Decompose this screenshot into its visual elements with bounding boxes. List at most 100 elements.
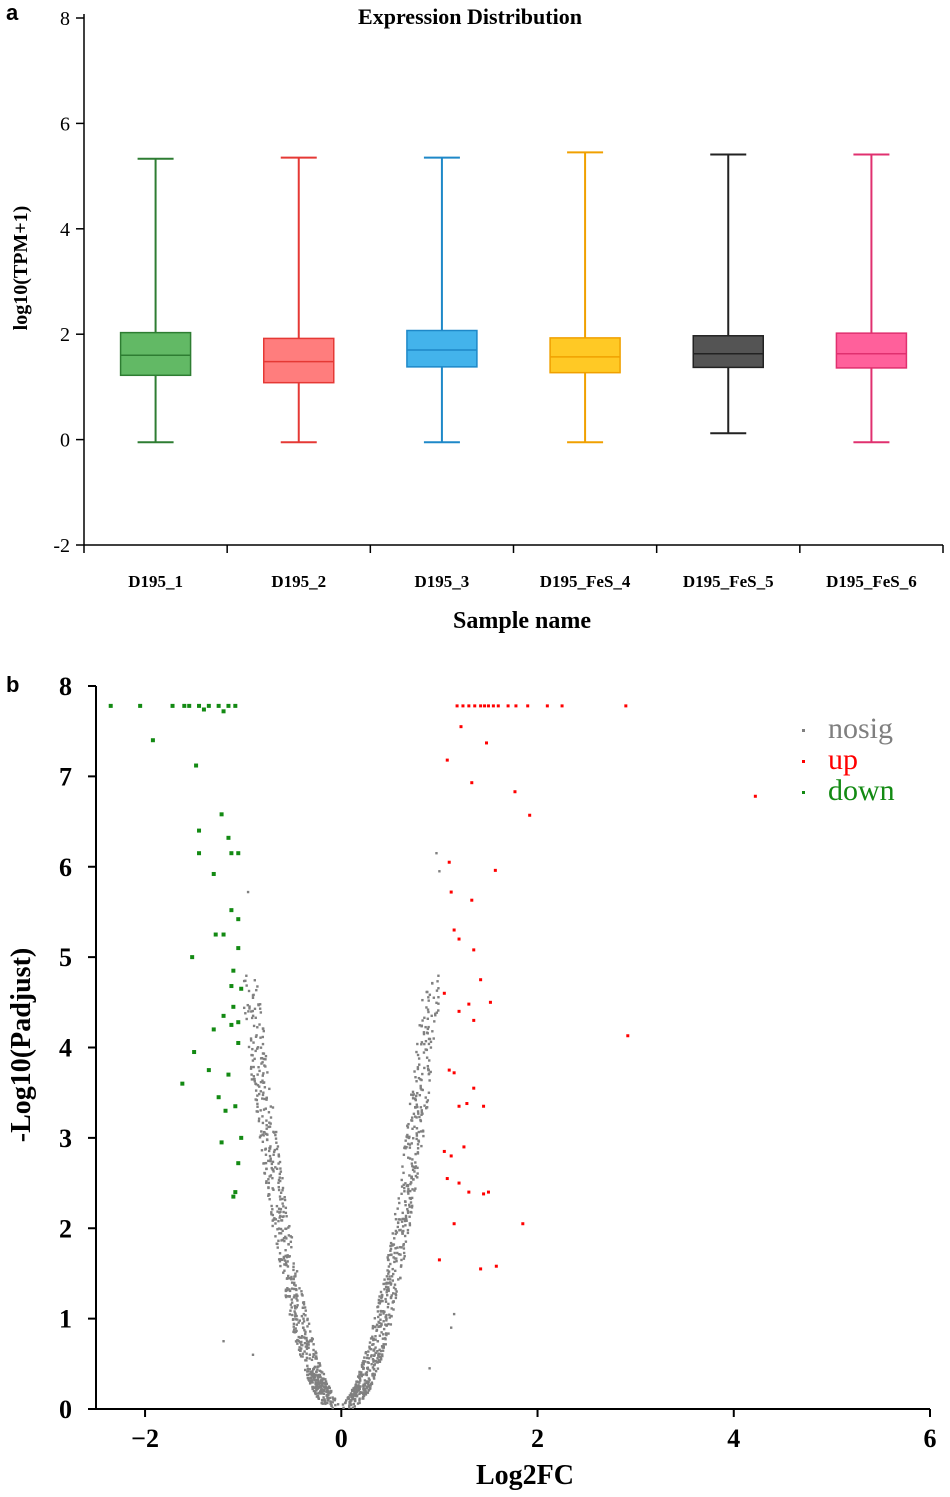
volcano-point-nosig — [259, 1011, 263, 1014]
volcano-point-nosig — [283, 1198, 287, 1202]
volcano-point-nosig — [287, 1243, 290, 1246]
volcano-point-nosig — [327, 1385, 331, 1388]
volcano-point-nosig — [249, 1037, 253, 1040]
volcano-point-nosig — [292, 1330, 295, 1333]
volcano-point-nosig — [272, 1150, 276, 1154]
volcano-point-nosig — [384, 1297, 387, 1301]
volcano-point-nosig — [263, 1171, 266, 1175]
volcano-point-nosig — [256, 985, 259, 988]
volcano-point-nosig — [326, 1399, 330, 1402]
volcano-point-nosig — [399, 1276, 402, 1280]
volcano-point-up — [514, 704, 518, 708]
volcano-point-nosig — [394, 1292, 397, 1296]
volcano-point-nosig — [271, 1106, 275, 1109]
volcano-point-nosig — [384, 1300, 388, 1303]
volcano-point-nosig — [420, 1110, 423, 1114]
volcano-point-down — [226, 703, 231, 708]
volcano-point-nosig — [321, 1381, 324, 1385]
volcano-point-nosig — [421, 1088, 424, 1092]
volcano-point-up — [452, 1222, 456, 1226]
volcano-point-nosig — [429, 1046, 433, 1049]
volcano-point-nosig — [426, 990, 429, 994]
volcano-point-nosig — [420, 1088, 423, 1091]
volcano-point-nosig — [400, 1246, 403, 1249]
volcano-point-nosig — [259, 1036, 262, 1039]
volcano-y-tick-label: 1 — [59, 1305, 72, 1334]
volcano-point-nosig — [308, 1353, 312, 1356]
volcano-point-nosig — [261, 1079, 264, 1082]
volcano-point-nosig — [424, 1048, 427, 1051]
volcano-point-nosig — [281, 1229, 284, 1232]
volcano-point-nosig — [388, 1278, 392, 1281]
volcano-point-nosig — [268, 1198, 271, 1201]
volcano-point-nosig — [359, 1371, 363, 1374]
volcano-point-nosig — [399, 1218, 402, 1221]
volcano-point-nosig — [306, 1325, 309, 1328]
volcano-point-nosig — [251, 1353, 255, 1356]
volcano-point-nosig — [324, 1378, 327, 1381]
volcano-point-nosig — [271, 1213, 275, 1217]
volcano-point-nosig — [376, 1349, 379, 1353]
volcano-point-nosig — [329, 1402, 332, 1406]
volcano-point-nosig — [290, 1301, 294, 1304]
volcano-point-nosig — [423, 1016, 426, 1020]
volcano-point-nosig — [427, 1042, 431, 1046]
volcano-point-nosig — [303, 1350, 306, 1353]
volcano-point-nosig — [315, 1381, 319, 1384]
volcano-point-nosig — [351, 1389, 354, 1393]
volcano-point-nosig — [303, 1329, 306, 1332]
volcano-point-nosig — [307, 1340, 310, 1344]
volcano-point-nosig — [393, 1237, 396, 1240]
volcano-point-nosig — [430, 1014, 433, 1018]
volcano-point-nosig — [277, 1155, 281, 1158]
volcano-point-nosig — [429, 1040, 433, 1044]
volcano-point-up — [447, 860, 451, 864]
volcano-y-tick-label: 3 — [59, 1124, 72, 1153]
volcano-point-nosig — [408, 1135, 411, 1139]
volcano-point-nosig — [371, 1357, 375, 1361]
volcano-point-nosig — [408, 1196, 412, 1200]
volcano-point-nosig — [359, 1385, 362, 1388]
volcano-point-up — [445, 1177, 449, 1181]
volcano-point-nosig — [407, 1156, 410, 1159]
volcano-point-nosig — [294, 1340, 298, 1343]
volcano-point-nosig — [386, 1305, 390, 1309]
volcano-point-nosig — [295, 1318, 299, 1321]
volcano-point-nosig — [322, 1396, 325, 1399]
volcano-point-nosig — [279, 1258, 283, 1261]
volcano-point-nosig — [357, 1384, 360, 1387]
volcano-point-nosig — [290, 1275, 293, 1279]
volcano-point-nosig — [285, 1237, 288, 1240]
volcano-point-nosig — [312, 1389, 316, 1393]
volcano-point-nosig — [326, 1401, 329, 1405]
volcano-point-nosig — [303, 1368, 307, 1372]
volcano-point-nosig — [269, 1122, 272, 1125]
volcano-point-nosig — [417, 1112, 420, 1115]
volcano-point-nosig — [318, 1383, 321, 1386]
volcano-point-nosig — [305, 1345, 309, 1348]
volcano-point-nosig — [414, 1165, 418, 1168]
volcano-point-down — [197, 828, 202, 833]
volcano-point-nosig — [281, 1186, 285, 1190]
volcano-point-nosig — [389, 1323, 393, 1326]
boxplot-x-tick-label: D195_3 — [415, 572, 470, 591]
volcano-point-nosig — [278, 1172, 282, 1176]
volcano-point-nosig — [416, 1147, 420, 1150]
volcano-point-nosig — [316, 1392, 319, 1395]
volcano-point-nosig — [272, 1153, 275, 1156]
volcano-point-up — [455, 704, 459, 708]
volcano-point-nosig — [358, 1376, 361, 1379]
volcano-point-nosig — [265, 1127, 268, 1130]
volcano-x-tick-label: 6 — [924, 1424, 937, 1453]
volcano-point-nosig — [427, 1010, 430, 1014]
volcano-point-nosig — [265, 1181, 268, 1185]
volcano-point-nosig — [284, 1254, 287, 1258]
volcano-point-nosig — [371, 1372, 374, 1376]
volcano-point-up — [506, 704, 510, 708]
boxplot-title: Expression Distribution — [358, 4, 582, 29]
volcano-point-nosig — [390, 1307, 393, 1310]
volcano-point-nosig — [426, 1064, 430, 1068]
volcano-point-nosig — [322, 1392, 326, 1395]
volcano-point-nosig — [420, 1078, 423, 1082]
volcano-point-nosig — [295, 1329, 298, 1333]
